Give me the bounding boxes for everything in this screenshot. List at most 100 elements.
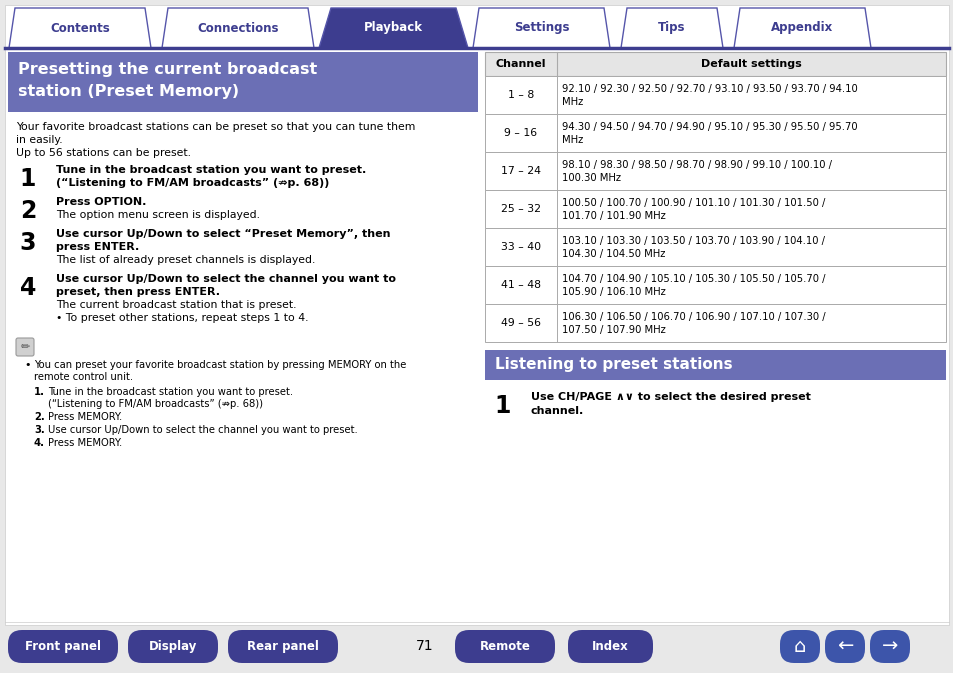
Bar <box>484 76 945 114</box>
Bar <box>484 152 945 190</box>
Text: Index: Index <box>592 640 628 653</box>
Text: 105.90 / 106.10 MHz: 105.90 / 106.10 MHz <box>561 287 665 297</box>
Text: press ENTER.: press ENTER. <box>56 242 139 252</box>
Text: Tips: Tips <box>658 22 685 34</box>
Bar <box>484 190 945 228</box>
Text: in easily.: in easily. <box>16 135 63 145</box>
Bar <box>484 350 945 380</box>
Text: 107.50 / 107.90 MHz: 107.50 / 107.90 MHz <box>561 325 665 335</box>
Text: 104.70 / 104.90 / 105.10 / 105.30 / 105.50 / 105.70 /: 104.70 / 104.90 / 105.10 / 105.30 / 105.… <box>561 274 824 284</box>
FancyBboxPatch shape <box>228 630 337 663</box>
Text: 103.10 / 103.30 / 103.50 / 103.70 / 103.90 / 104.10 /: 103.10 / 103.30 / 103.50 / 103.70 / 103.… <box>561 236 824 246</box>
Text: The list of already preset channels is displayed.: The list of already preset channels is d… <box>56 255 315 265</box>
Text: 25 – 32: 25 – 32 <box>500 204 540 214</box>
Text: 101.70 / 101.90 MHz: 101.70 / 101.90 MHz <box>561 211 665 221</box>
Text: Connections: Connections <box>197 22 278 34</box>
Text: Playback: Playback <box>364 22 422 34</box>
Text: Display: Display <box>149 640 197 653</box>
Text: 106.30 / 106.50 / 106.70 / 106.90 / 107.10 / 107.30 /: 106.30 / 106.50 / 106.70 / 106.90 / 107.… <box>561 312 824 322</box>
Text: ⌂: ⌂ <box>793 637 805 656</box>
Bar <box>484 266 945 304</box>
Text: 33 – 40: 33 – 40 <box>500 242 540 252</box>
Text: Tune in the broadcast station you want to preset.: Tune in the broadcast station you want t… <box>56 165 366 175</box>
Text: You can preset your favorite broadcast station by pressing MEMORY on the: You can preset your favorite broadcast s… <box>34 360 406 370</box>
Text: 3.: 3. <box>34 425 45 435</box>
Bar <box>484 228 945 266</box>
Text: Use cursor Up/Down to select the channel you want to: Use cursor Up/Down to select the channel… <box>56 274 395 284</box>
Text: The current broadcast station that is preset.: The current broadcast station that is pr… <box>56 300 296 310</box>
Polygon shape <box>473 8 609 48</box>
Text: 104.30 / 104.50 MHz: 104.30 / 104.50 MHz <box>561 249 664 259</box>
Text: Use CH/PAGE ∧∨ to select the desired preset: Use CH/PAGE ∧∨ to select the desired pre… <box>531 392 810 402</box>
FancyBboxPatch shape <box>16 338 34 356</box>
Polygon shape <box>620 8 722 48</box>
Text: The option menu screen is displayed.: The option menu screen is displayed. <box>56 210 260 220</box>
Text: 1.: 1. <box>34 387 45 397</box>
FancyBboxPatch shape <box>455 630 555 663</box>
FancyBboxPatch shape <box>869 630 909 663</box>
Text: Front panel: Front panel <box>25 640 101 653</box>
Text: 4.: 4. <box>34 438 45 448</box>
Text: Your favorite broadcast stations can be preset so that you can tune them: Your favorite broadcast stations can be … <box>16 122 415 132</box>
Text: Contents: Contents <box>51 22 110 34</box>
Text: 92.10 / 92.30 / 92.50 / 92.70 / 93.10 / 93.50 / 93.70 / 94.10: 92.10 / 92.30 / 92.50 / 92.70 / 93.10 / … <box>561 84 857 94</box>
Text: Press MEMORY.: Press MEMORY. <box>48 412 122 422</box>
Text: Press MEMORY.: Press MEMORY. <box>48 438 122 448</box>
Text: Default settings: Default settings <box>700 59 801 69</box>
Text: (“Listening to FM/AM broadcasts” (⇏p. 68)): (“Listening to FM/AM broadcasts” (⇏p. 68… <box>48 399 263 409</box>
Bar <box>8 52 477 112</box>
Bar <box>484 304 945 342</box>
Bar <box>484 114 945 152</box>
Text: • To preset other stations, repeat steps 1 to 4.: • To preset other stations, repeat steps… <box>56 313 308 323</box>
Text: 3: 3 <box>20 231 36 255</box>
Text: 49 – 56: 49 – 56 <box>500 318 540 328</box>
Text: 100.50 / 100.70 / 100.90 / 101.10 / 101.30 / 101.50 /: 100.50 / 100.70 / 100.90 / 101.10 / 101.… <box>561 198 824 208</box>
FancyBboxPatch shape <box>8 630 118 663</box>
Text: (“Listening to FM/AM broadcasts” (⇏p. 68)): (“Listening to FM/AM broadcasts” (⇏p. 68… <box>56 178 329 188</box>
Text: ✏: ✏ <box>20 342 30 352</box>
Text: 41 – 48: 41 – 48 <box>500 280 540 290</box>
Text: Use cursor Up/Down to select the channel you want to preset.: Use cursor Up/Down to select the channel… <box>48 425 357 435</box>
Text: Up to 56 stations can be preset.: Up to 56 stations can be preset. <box>16 148 191 158</box>
Text: 1 – 8: 1 – 8 <box>507 90 534 100</box>
Text: Press OPTION.: Press OPTION. <box>56 197 146 207</box>
Polygon shape <box>162 8 314 48</box>
Text: Channel: Channel <box>496 59 546 69</box>
Text: remote control unit.: remote control unit. <box>34 372 133 382</box>
Text: 17 – 24: 17 – 24 <box>500 166 540 176</box>
Polygon shape <box>318 8 468 48</box>
Text: ←: ← <box>836 637 852 656</box>
Text: 100.30 MHz: 100.30 MHz <box>561 173 620 183</box>
Text: 1: 1 <box>20 167 36 191</box>
Text: Remote: Remote <box>479 640 530 653</box>
Text: Rear panel: Rear panel <box>247 640 318 653</box>
Text: 98.10 / 98.30 / 98.50 / 98.70 / 98.90 / 99.10 / 100.10 /: 98.10 / 98.30 / 98.50 / 98.70 / 98.90 / … <box>561 160 831 170</box>
Text: Settings: Settings <box>514 22 569 34</box>
Text: Listening to preset stations: Listening to preset stations <box>495 357 732 372</box>
Text: 71: 71 <box>416 639 434 653</box>
Text: 2.: 2. <box>34 412 45 422</box>
Text: Appendix: Appendix <box>771 22 833 34</box>
Text: →: → <box>881 637 897 656</box>
Text: 1: 1 <box>495 394 511 418</box>
Text: preset, then press ENTER.: preset, then press ENTER. <box>56 287 220 297</box>
Text: 94.30 / 94.50 / 94.70 / 94.90 / 95.10 / 95.30 / 95.50 / 95.70: 94.30 / 94.50 / 94.70 / 94.90 / 95.10 / … <box>561 122 857 132</box>
Text: station (Preset Memory): station (Preset Memory) <box>18 84 239 99</box>
Polygon shape <box>733 8 870 48</box>
Text: MHz: MHz <box>561 97 582 107</box>
FancyBboxPatch shape <box>824 630 864 663</box>
Text: 4: 4 <box>20 276 36 300</box>
FancyBboxPatch shape <box>567 630 652 663</box>
Text: 9 – 16: 9 – 16 <box>504 128 537 138</box>
Text: Tune in the broadcast station you want to preset.: Tune in the broadcast station you want t… <box>48 387 293 397</box>
Text: MHz: MHz <box>561 135 582 145</box>
Text: 2: 2 <box>20 199 36 223</box>
Polygon shape <box>9 8 151 48</box>
Text: Use cursor Up/Down to select “Preset Memory”, then: Use cursor Up/Down to select “Preset Mem… <box>56 229 390 239</box>
Text: channel.: channel. <box>531 406 583 416</box>
FancyBboxPatch shape <box>780 630 820 663</box>
FancyBboxPatch shape <box>128 630 218 663</box>
Text: Presetting the current broadcast: Presetting the current broadcast <box>18 62 317 77</box>
Text: •: • <box>24 360 30 370</box>
Bar <box>484 52 945 76</box>
